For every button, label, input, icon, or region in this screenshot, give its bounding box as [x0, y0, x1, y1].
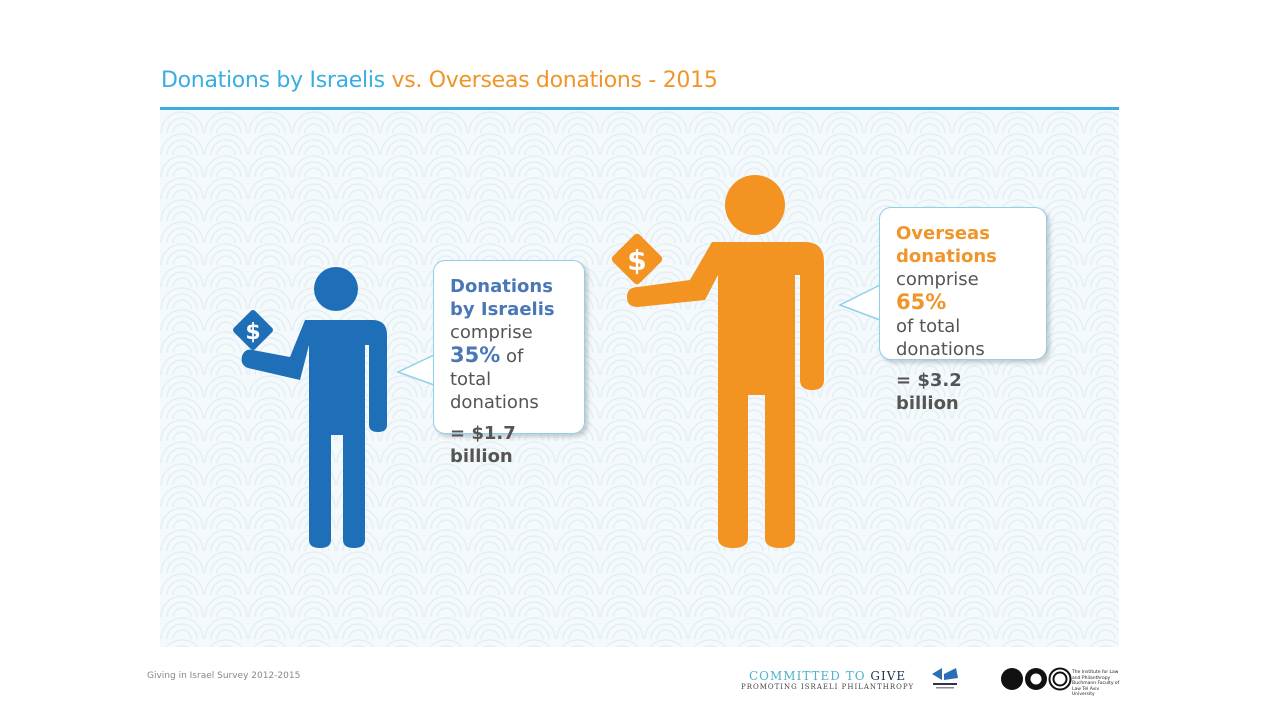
- title-overseas: vs. Overseas donations: [391, 68, 642, 93]
- israelis-of-total: of total donations: [450, 346, 539, 413]
- callout-pointer-israelis: [396, 353, 435, 387]
- israelis-person-icon: $: [233, 267, 387, 548]
- israelis-callout: Donations by Israelis comprise 35% of to…: [433, 260, 585, 467]
- overseas-amount: = $3.2 billion: [896, 370, 962, 414]
- israelis-amount: = $1.7 billion: [450, 423, 516, 467]
- dollar-sign-icon: [233, 310, 273, 350]
- title-year: - 2015: [648, 68, 718, 93]
- overseas-percent: 65%: [896, 290, 947, 314]
- page-title: Donations by Israelis vs. Overseas donat…: [161, 68, 718, 93]
- overseas-comprise: comprise: [896, 269, 979, 290]
- logo1-tagline: PROMOTING ISRAELI PHILANTHROPY: [741, 683, 915, 691]
- institute-text: The Institute for Law and Philanthropy B…: [1072, 670, 1120, 697]
- committed-to-give-logo: COMMITTED TO GIVE PROMOTING ISRAELI PHIL…: [741, 669, 914, 691]
- israelis-comprise: comprise: [450, 322, 533, 343]
- logo1-text-a: COMMITTED TO: [748, 669, 866, 683]
- overseas-person-icon: $: [611, 175, 824, 548]
- title-israelis: Donations by Israelis: [161, 68, 385, 93]
- israelis-percent: 35%: [450, 343, 501, 367]
- institute-logos-icon: [1001, 667, 1072, 691]
- overseas-heading: Overseas donations: [896, 223, 997, 267]
- center-logo-icon: [932, 668, 958, 689]
- svg-text:$: $: [627, 244, 646, 277]
- callout-pointer-overseas: [838, 283, 881, 322]
- title-divider: [160, 107, 1119, 110]
- logo1-text-b: GIVE: [870, 669, 907, 683]
- overseas-of-total: of total donations: [896, 316, 985, 360]
- svg-text:$: $: [245, 320, 260, 345]
- overseas-callout: Overseas donations comprise 65% of total…: [879, 207, 1047, 414]
- israelis-heading: Donations by Israelis: [450, 276, 555, 320]
- source-note: Giving in Israel Survey 2012-2015: [147, 671, 301, 681]
